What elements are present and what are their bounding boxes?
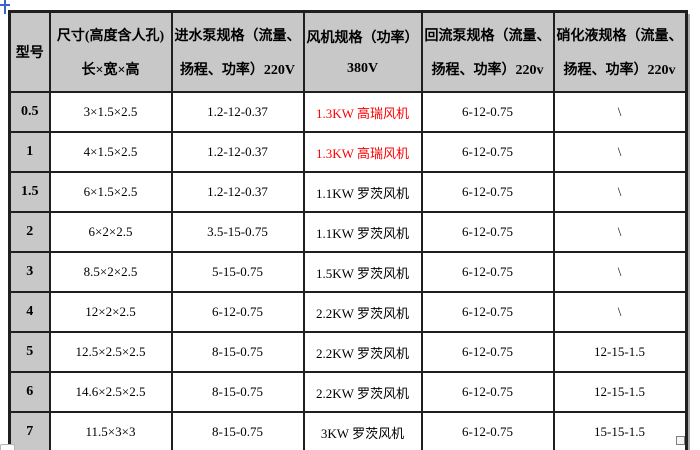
cell-size: 3×1.5×2.5: [48, 91, 173, 133]
spec-table-header: 型号 尺寸(高度含人孔) 长×宽×高 进水泵规格（流量、 扬程、功率）220V: [8, 10, 687, 93]
cell-inlet: 1.2-12-0.37: [170, 91, 305, 133]
cell-size: 6×2×2.5: [48, 211, 173, 253]
cell-inlet: 8-15-0.75: [170, 331, 305, 373]
cell-return_pump: 6-12-0.75: [420, 411, 555, 450]
header-line: 型号: [15, 46, 44, 61]
table-move-handle-icon[interactable]: [0, 0, 10, 14]
cell-return_pump: 6-12-0.75: [420, 331, 555, 373]
cell-return_pump: 6-12-0.75: [420, 371, 555, 413]
cell-fan: 2.2KW 罗茨风机: [302, 291, 423, 333]
cell-return_pump: 6-12-0.75: [420, 291, 555, 333]
header-line: 硝化液规格（流量、: [556, 29, 683, 44]
cell-fan: 1.5KW 罗茨风机: [302, 251, 423, 293]
cell-inlet: 1.2-12-0.37: [170, 131, 305, 173]
cell-size: 11.5×3×3: [48, 411, 173, 450]
cell-nitrification: \: [552, 131, 687, 173]
move-handle-vertical-bar: [4, 0, 6, 14]
cell-return_pump: 6-12-0.75: [420, 211, 555, 253]
cell-inlet: 8-15-0.75: [170, 371, 305, 413]
cell-fan: 1.1KW 罗茨风机: [302, 171, 423, 213]
cell-return_pump: 6-12-0.75: [420, 171, 555, 213]
cell-size: 6×1.5×2.5: [48, 171, 173, 213]
move-handle-horizontal-bar: [0, 4, 10, 6]
table-row: 5 12.5×2.5×2.5 8-15-0.75 2.2KW 罗茨风机 6-12-0.7…: [8, 331, 687, 373]
cell-size: 12.5×2.5×2.5: [48, 331, 173, 373]
cell-fan: 1.1KW 罗茨风机: [302, 211, 423, 253]
cell-model: 4: [8, 291, 51, 333]
cell-inlet: 8-15-0.75: [170, 411, 305, 450]
clipped-ui-fragment: [0, 444, 15, 450]
header-line: 长×宽×高: [81, 63, 140, 78]
cell-nitrification: \: [552, 211, 687, 253]
cell-model: 6: [8, 371, 51, 413]
cell-inlet: 3.5-15-0.75: [170, 211, 305, 253]
spec-table-body: 0.5 3×1.5×2.5 1.2-12-0.37 1.3KW 高瑞风机 6-12-0.…: [8, 91, 687, 450]
cell-model: 3: [8, 251, 51, 293]
table-row: 3 8.5×2×2.5 5-15-0.75 1.5KW 罗茨风机 6-12-0.75 \: [8, 251, 687, 293]
cell-model: 0.5: [8, 91, 51, 133]
col-header-return-pump: 回流泵规格（流量、 扬程、功率）220v: [420, 10, 555, 93]
table-row: 2 6×2×2.5 3.5-15-0.75 1.1KW 罗茨风机 6-12-0.75 \: [8, 211, 687, 253]
cell-fan: 2.2KW 罗茨风机: [302, 371, 423, 413]
cell-nitrification: \: [552, 251, 687, 293]
table-resize-handle-icon[interactable]: [676, 436, 685, 445]
cell-fan: 3KW 罗茨风机: [302, 411, 423, 450]
cell-model: 1.5: [8, 171, 51, 213]
table-row: 6 14.6×2.5×2.5 8-15-0.75 2.2KW 罗茨风机 6-12-0.7…: [8, 371, 687, 413]
cell-return_pump: 6-12-0.75: [420, 91, 555, 133]
cell-model: 1: [8, 131, 51, 173]
header-line: 风机规格（功率）: [306, 31, 419, 46]
cell-nitrification: \: [552, 291, 687, 333]
col-header-size: 尺寸(高度含人孔) 长×宽×高: [48, 10, 173, 93]
col-header-fan: 风机规格（功率） 380V: [302, 10, 423, 93]
table-row: 1 4×1.5×2.5 1.2-12-0.37 1.3KW 高瑞风机 6-12-0.75…: [8, 131, 687, 173]
spec-table: 型号 尺寸(高度含人孔) 长×宽×高 进水泵规格（流量、 扬程、功率）220V: [8, 10, 688, 450]
header-row: 型号 尺寸(高度含人孔) 长×宽×高 进水泵规格（流量、 扬程、功率）220V: [8, 10, 687, 93]
header-line: 扬程、功率）220v: [563, 63, 676, 78]
cell-fan: 1.3KW 高瑞风机: [302, 91, 423, 133]
table-row: 0.5 3×1.5×2.5 1.2-12-0.37 1.3KW 高瑞风机 6-12-0.…: [8, 91, 687, 133]
cell-inlet: 5-15-0.75: [170, 251, 305, 293]
header-line: 扬程、功率）220v: [431, 63, 544, 78]
cell-size: 4×1.5×2.5: [48, 131, 173, 173]
cell-size: 8.5×2×2.5: [48, 251, 173, 293]
cell-nitrification: 12-15-1.5: [552, 331, 687, 373]
cell-model: 5: [8, 331, 51, 373]
col-header-nitrification: 硝化液规格（流量、 扬程、功率）220v: [552, 10, 687, 93]
table-row: 1.5 6×1.5×2.5 1.2-12-0.37 1.1KW 罗茨风机 6-12-0.…: [8, 171, 687, 213]
cell-size: 14.6×2.5×2.5: [48, 371, 173, 413]
header-line: 380V: [346, 61, 379, 76]
cell-return_pump: 6-12-0.75: [420, 251, 555, 293]
cell-return_pump: 6-12-0.75: [420, 131, 555, 173]
header-line: 尺寸(高度含人孔): [56, 29, 165, 44]
header-line: 回流泵规格（流量、: [424, 29, 551, 44]
cell-nitrification: \: [552, 171, 687, 213]
cell-inlet: 1.2-12-0.37: [170, 171, 305, 213]
cell-model: 2: [8, 211, 51, 253]
cell-model: 7: [8, 411, 51, 450]
table-row: 4 12×2×2.5 6-12-0.75 2.2KW 罗茨风机 6-12-0.75 \: [8, 291, 687, 333]
cell-nitrification: \: [552, 91, 687, 133]
cell-nitrification: 12-15-1.5: [552, 371, 687, 413]
header-line: 进水泵规格（流量、: [174, 29, 301, 44]
cell-fan: 1.3KW 高瑞风机: [302, 131, 423, 173]
cell-nitrification: 15-15-1.5: [552, 411, 687, 450]
table-row: 7 11.5×3×3 8-15-0.75 3KW 罗茨风机 6-12-0.75 15-15…: [8, 411, 687, 450]
cell-inlet: 6-12-0.75: [170, 291, 305, 333]
col-header-model: 型号: [8, 10, 51, 93]
cell-size: 12×2×2.5: [48, 291, 173, 333]
col-header-inlet-pump: 进水泵规格（流量、 扬程、功率）220V: [170, 10, 305, 93]
cell-fan: 2.2KW 罗茨风机: [302, 331, 423, 373]
header-line: 扬程、功率）220V: [179, 63, 296, 78]
